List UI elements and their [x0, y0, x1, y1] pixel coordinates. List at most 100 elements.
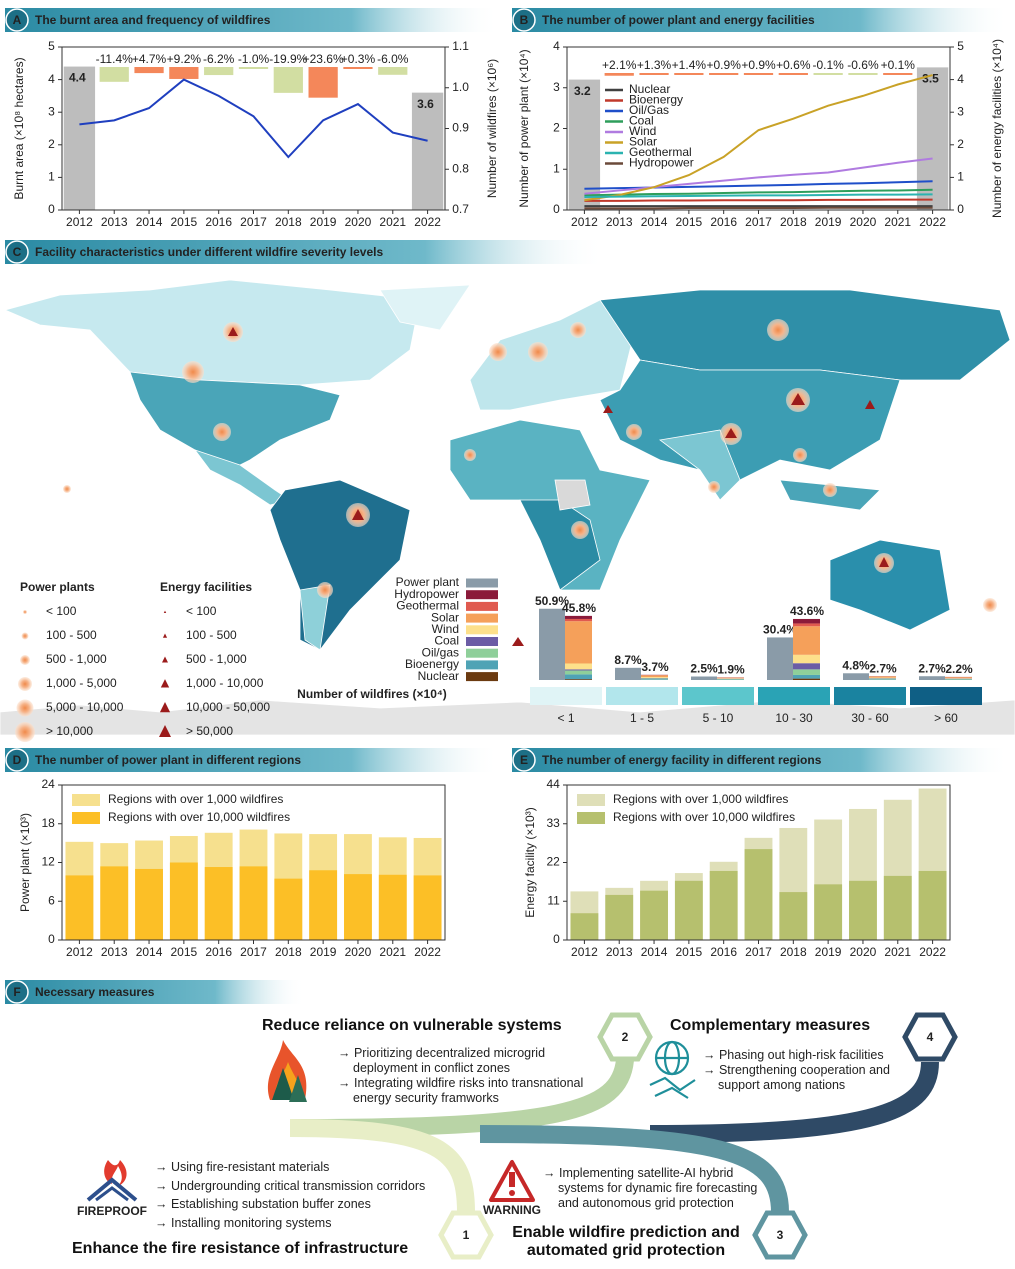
bar-label: 3.6	[417, 97, 434, 111]
x-tick-label: 2013	[101, 945, 128, 959]
change-label: -0.6%	[847, 58, 879, 72]
bar	[814, 884, 843, 940]
y-tick-label: 1.1	[452, 39, 469, 53]
fireproof-icon	[86, 1160, 138, 1202]
legend-label: Regions with over 10,000 wildfires	[108, 810, 290, 824]
legend-label: Wind	[629, 124, 656, 138]
y-tick-label: 1.0	[452, 80, 469, 94]
bar-label: 2.7%	[918, 661, 946, 675]
line	[584, 74, 933, 202]
bar	[204, 867, 233, 940]
x-tick-label: 5 - 10	[703, 711, 734, 725]
x-tick-label: 2020	[345, 945, 372, 959]
bar	[344, 874, 372, 940]
legend-label: Oil/Gas	[629, 103, 669, 117]
map-legend-marker	[18, 677, 32, 691]
y-tick-label: 4	[553, 39, 560, 53]
x-tick-label: 2021	[884, 215, 911, 229]
bar-segment	[793, 623, 820, 627]
legend-label: Coal	[434, 634, 459, 648]
panel-header	[5, 748, 500, 772]
bar-segment	[565, 670, 592, 675]
map-legend-label: > 50,000	[186, 724, 233, 738]
legend-swatch	[466, 637, 498, 646]
cooperation-icon	[649, 1040, 696, 1099]
bar	[570, 913, 599, 940]
legend-label: Solar	[431, 610, 459, 624]
change-label: -11.4%	[96, 52, 133, 66]
map-legend-label: 500 - 1,000	[46, 652, 107, 666]
change-box	[639, 73, 669, 75]
change-box	[378, 67, 408, 75]
change-box	[743, 73, 774, 75]
map-bubble	[213, 423, 231, 441]
map-legend-marker	[163, 610, 167, 613]
axis-label: Number of energy facilities (×10⁴)	[990, 39, 1004, 218]
map-region	[829, 539, 951, 631]
plot-frame	[61, 46, 446, 211]
measure-item: → Installing monitoring systems	[155, 1215, 332, 1230]
bar	[274, 878, 303, 940]
y-tick-label: 0	[553, 932, 560, 946]
panel-letter-badge	[512, 8, 536, 32]
x-tick-label: 2012	[571, 215, 598, 229]
map-bubble	[464, 449, 476, 461]
y-tick-label: 1	[957, 170, 964, 184]
map-legend-label: 100 - 500	[46, 628, 97, 642]
y-tick-label: 0.9	[452, 121, 469, 135]
bar-segment	[945, 678, 972, 680]
measure-item: → Undergrounding critical transmission c…	[155, 1178, 426, 1193]
map-legend-label: 1,000 - 10,000	[186, 676, 264, 690]
y-tick-label: 0.7	[452, 202, 469, 216]
map-legend-label: < 100	[186, 604, 217, 618]
map-legend-marker	[21, 632, 29, 640]
bar-segment	[869, 676, 896, 678]
map-region	[599, 289, 1011, 381]
y-tick-label: 0	[553, 202, 560, 216]
x-tick-label: 30 - 60	[851, 711, 889, 725]
x-tick-label: 2017	[745, 215, 772, 229]
axis-label: Power plant (×10³)	[18, 813, 32, 912]
measure-title: Enable wildfire prediction and automated…	[512, 1224, 740, 1259]
measure-item: → Prioritizing decentralized microgrid d…	[338, 1046, 546, 1075]
bar	[413, 875, 442, 940]
y-tick-label: 22	[546, 855, 560, 869]
legend-label: Oil/gas	[422, 645, 459, 659]
axis-label: Number of wildfires (×10⁶)	[485, 59, 499, 198]
change-box	[343, 67, 373, 69]
hexagon	[752, 1210, 808, 1260]
x-tick-label: 2014	[136, 945, 163, 959]
y-tick-label: 2	[957, 137, 964, 151]
x-tick-label: 2013	[101, 215, 128, 229]
total-label: 3.7%	[641, 660, 669, 674]
x-tick-label: < 1	[557, 711, 574, 725]
x-tick-label: 2013	[606, 215, 633, 229]
line	[79, 78, 428, 159]
map-legend-marker	[162, 656, 168, 663]
legend-label: Hydropower	[394, 587, 459, 601]
panel-letter: E	[520, 753, 528, 767]
category-box	[682, 687, 754, 705]
total-label: 45.8%	[562, 601, 596, 615]
y-tick-label: 11	[547, 893, 560, 907]
bar	[744, 849, 773, 940]
bar-segment	[565, 615, 592, 619]
panel-title: The burnt area and frequency of wildfire…	[35, 13, 271, 27]
plot-frame	[566, 784, 951, 941]
y-tick-label: 5	[957, 39, 964, 53]
x-tick-label: 2012	[66, 945, 93, 959]
map-triangle	[791, 393, 805, 405]
bar-segment	[565, 621, 592, 664]
x-tick-label: 2022	[919, 945, 946, 959]
y-tick-label: 44	[546, 777, 560, 791]
map-region	[554, 479, 591, 511]
legend-swatch	[72, 812, 100, 824]
x-tick-label: 2018	[275, 215, 302, 229]
bar	[65, 875, 94, 940]
panel-letter: C	[13, 245, 22, 259]
map-markers	[63, 319, 997, 646]
legend-swatch	[72, 794, 100, 806]
ribbon	[289, 1119, 475, 1213]
measure-item: → Phasing out high-risk facilities	[703, 1048, 884, 1062]
bar	[135, 868, 163, 940]
